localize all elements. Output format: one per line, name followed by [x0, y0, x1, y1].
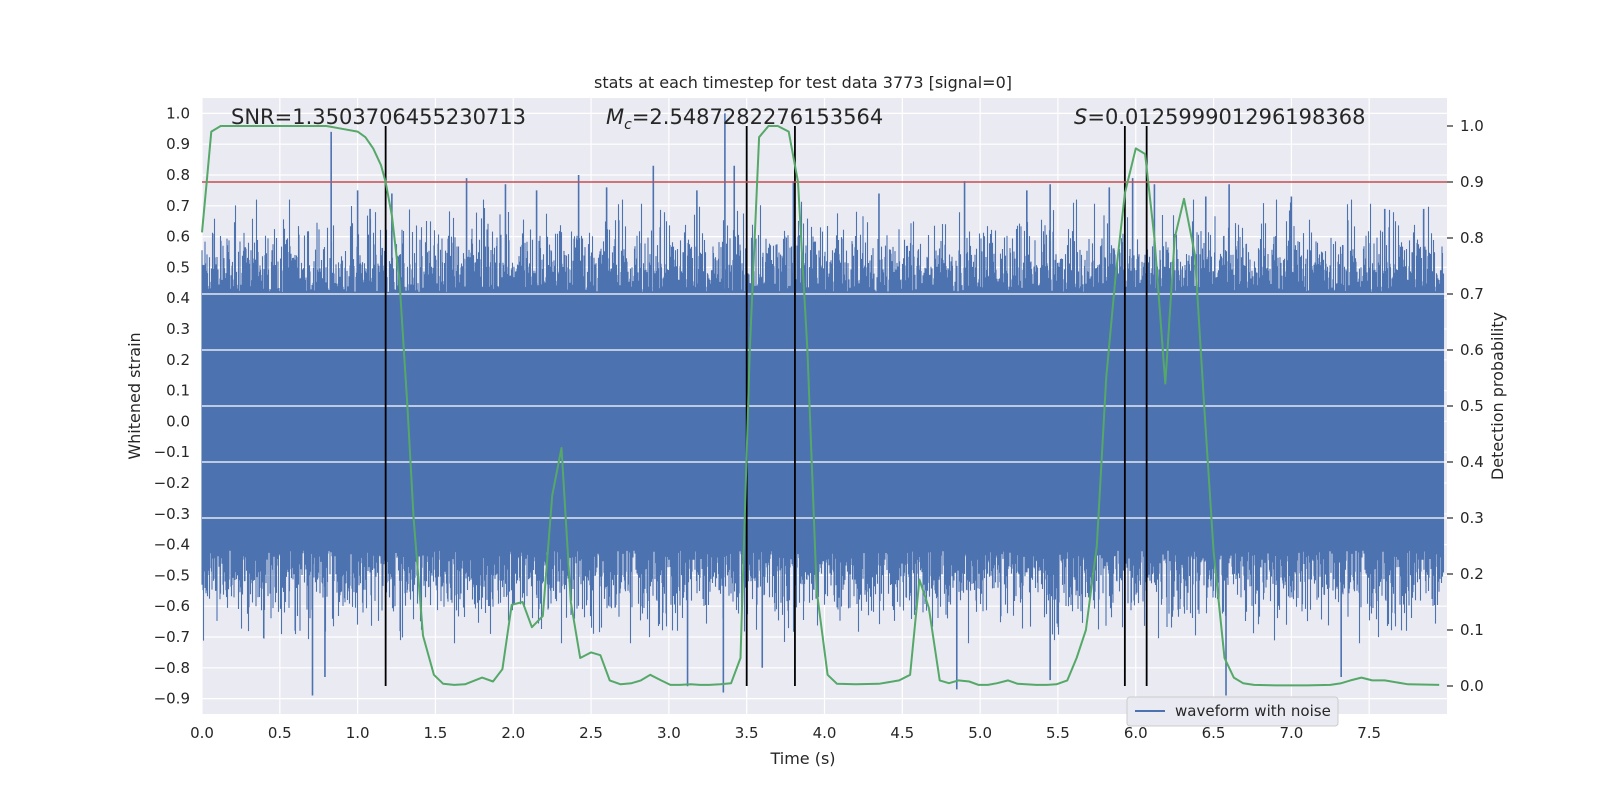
legend-entry-waveform: waveform with noise [1175, 702, 1331, 720]
legend-box [1126, 696, 1339, 727]
legend: waveform with noise [1126, 696, 1339, 727]
vertical-marker-lines [384, 126, 1148, 686]
plot-area [201, 98, 1447, 714]
y-right-tick-label-5: 0.5 [1460, 397, 1484, 415]
y-right-tick-label-3: 0.3 [1460, 509, 1484, 527]
x-tick-label-10: 5.0 [968, 724, 992, 742]
y-left-tick-label-4: −0.5 [154, 566, 190, 584]
y-right-tick-label-0: 0.0 [1460, 677, 1484, 695]
y-left-tick-label-10: 0.1 [166, 382, 190, 400]
x-tick-label-0: 0.0 [190, 724, 214, 742]
y-left-tick-label-17: 0.8 [166, 166, 190, 184]
x-tick-label-12: 6.0 [1124, 724, 1148, 742]
y-left-tick-label-13: 0.4 [166, 289, 190, 307]
x-tick-labels: 0.0 0.5 1.0 1.5 2.0 2.5 3.0 3.5 4.0 4.5 5.0 5.5 6.0 6… [190, 724, 1381, 742]
x-tick-label-11: 5.5 [1046, 724, 1070, 742]
x-tick-label-15: 7.5 [1357, 724, 1381, 742]
x-tick-label-6: 3.0 [657, 724, 681, 742]
y-right-tick-label-4: 0.4 [1460, 453, 1484, 471]
y-left-tick-label-5: −0.4 [154, 536, 190, 554]
y-right-tick-label-7: 0.7 [1460, 285, 1484, 303]
x-tick-label-9: 4.5 [890, 724, 914, 742]
x-tick-label-8: 4.0 [813, 724, 837, 742]
waveform-series [201, 113, 1445, 696]
y-left-tick-label-12: 0.3 [166, 320, 190, 338]
y-left-tick-label-1: −0.8 [154, 659, 190, 677]
y-right-tick-labels: 0.0 0.1 0.2 0.3 0.4 0.5 0.6 0.7 0.8 0.9 1.0 [1447, 117, 1484, 695]
x-tick-label-13: 6.5 [1202, 724, 1226, 742]
y-left-tick-label-9: 0.0 [166, 412, 190, 430]
snr-annotation: SNR=1.3503706455230713 [231, 105, 526, 129]
s-annotation: S=0.012599901296198368 [1074, 105, 1365, 129]
x-tick-label-2: 1.0 [346, 724, 370, 742]
chart-title: stats at each timestep for test data 377… [594, 73, 1012, 92]
y-right-tick-label-2: 0.2 [1460, 565, 1484, 583]
y-left-tick-label-19: 1.0 [166, 104, 190, 122]
y-left-axis-label: Whitened strain [125, 332, 144, 459]
y-left-tick-label-7: −0.2 [154, 474, 190, 492]
x-tick-label-5: 2.5 [579, 724, 603, 742]
chirp-mass-value: =2.5487282276153564 [632, 105, 883, 129]
y-right-tick-label-6: 0.6 [1460, 341, 1484, 359]
detection-probability-line [201, 125, 1440, 687]
y-left-tick-label-18: 0.9 [166, 135, 190, 153]
x-tick-label-14: 7.0 [1279, 724, 1303, 742]
y-left-tick-label-3: −0.6 [154, 597, 190, 615]
chirp-mass-symbol: M [606, 105, 624, 129]
y-left-tick-labels: −0.9 −0.8 −0.7 −0.6 −0.5 −0.4 −0.3 −0.2 −0.1 0.0 0… [154, 104, 190, 707]
y-left-tick-label-11: 0.2 [166, 351, 190, 369]
y-right-tick-label-8: 0.8 [1460, 229, 1484, 247]
y-right-axis-label: Detection probability [1488, 312, 1507, 480]
x-tick-label-1: 0.5 [268, 724, 292, 742]
y-right-tick-label-10: 1.0 [1460, 117, 1484, 135]
x-axis-label: Time (s) [769, 749, 835, 768]
y-right-tick-label-1: 0.1 [1460, 621, 1484, 639]
y-left-tick-label-16: 0.7 [166, 197, 190, 215]
y-left-tick-label-14: 0.5 [166, 258, 190, 276]
x-tick-label-4: 2.0 [501, 724, 525, 742]
y-left-tick-label-2: −0.7 [154, 628, 190, 646]
y-left-tick-label-8: −0.1 [154, 443, 190, 461]
y-right-tick-label-9: 0.9 [1460, 173, 1484, 191]
s-value: =0.012599901296198368 [1087, 105, 1365, 129]
chirp-mass-annotation: Mc=2.5487282276153564 [606, 105, 883, 133]
s-symbol: S [1074, 105, 1087, 129]
y-left-tick-label-15: 0.6 [166, 228, 190, 246]
y-left-tick-label-0: −0.9 [154, 690, 190, 708]
y-left-tick-label-6: −0.3 [154, 505, 190, 523]
x-tick-label-7: 3.5 [735, 724, 759, 742]
chirp-mass-subscript: c [624, 117, 632, 133]
x-tick-label-3: 1.5 [424, 724, 448, 742]
